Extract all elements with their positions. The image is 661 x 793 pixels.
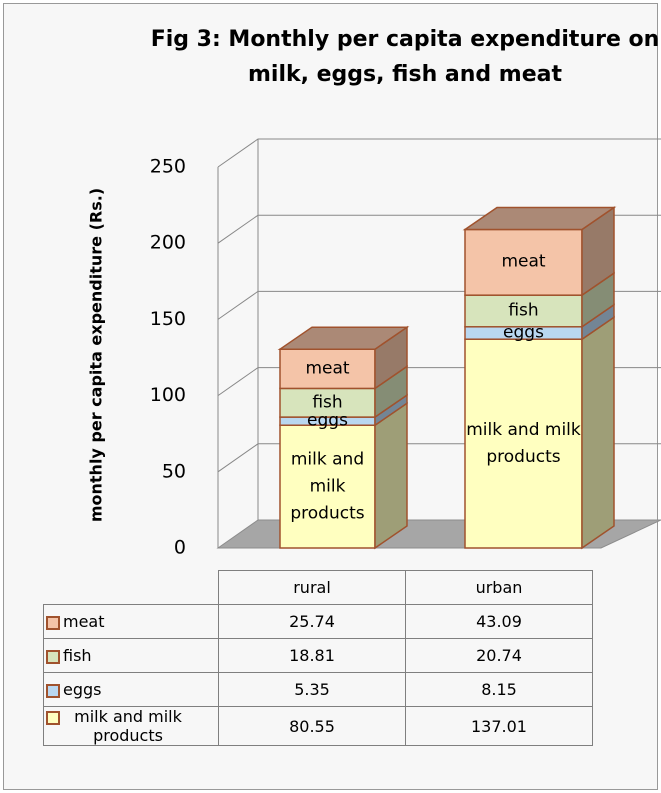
legend-label: meat (63, 612, 105, 631)
category-label: urban (405, 570, 593, 605)
legend-entry: milk and milk products (43, 706, 219, 746)
bar-front (464, 294, 583, 328)
table-value: 25.74 (218, 604, 406, 639)
bar-front (464, 338, 583, 549)
category-label: rural (218, 570, 406, 605)
bar-top (277, 326, 410, 350)
y-tick-label: 250 (150, 156, 186, 178)
table-row: fish 18.81 20.74 (43, 638, 593, 673)
y-tick-label: 100 (150, 384, 186, 406)
legend-swatch (46, 615, 60, 630)
table-value: 5.35 (218, 672, 406, 707)
y-tick-label: 150 (150, 308, 186, 330)
segment-label: fish (312, 392, 343, 413)
y-tick-label: 50 (162, 460, 186, 482)
table-value: 18.81 (218, 638, 406, 673)
bar-segment (279, 364, 408, 419)
bar-segment (277, 325, 410, 390)
legend-label: milk and milk products (74, 707, 182, 745)
table-row: eggs 5.35 8.15 (43, 672, 593, 707)
bar-segment (464, 303, 615, 341)
grid-line (217, 138, 661, 168)
segment-label: eggs (307, 410, 348, 431)
segment-label: meat (305, 358, 350, 379)
table-value: 137.01 (405, 706, 593, 746)
legend-label: fish (63, 646, 92, 665)
legend-swatch (46, 649, 60, 664)
bar-top (462, 206, 617, 231)
segment-label: fish (508, 300, 539, 321)
segment-label: milk and milk products (290, 449, 365, 524)
y-tick-label: 0 (174, 537, 186, 559)
segment-label: eggs (503, 322, 544, 343)
legend-label: eggs (63, 680, 102, 699)
segment-label: milk and milk products (466, 419, 581, 467)
legend-entry: eggs (43, 672, 219, 707)
table-header: rural urban (44, 570, 593, 605)
table-value: 20.74 (405, 638, 593, 673)
table-corner (44, 571, 219, 605)
table-row: milk and milk products 80.55 137.01 (43, 706, 593, 746)
legend-swatch (46, 710, 60, 725)
table-row: meat 25.74 43.09 (43, 604, 593, 639)
data-table: rural urban meat 25.74 43.09 fish 18.81 20.74 eg… (43, 570, 593, 746)
y-axis-label: monthly per capita expenditure (Rs.) (87, 188, 106, 522)
bar-side (374, 401, 408, 550)
chart-title: Fig 3: Monthly per capita expenditure on… (150, 27, 660, 87)
bar-front (464, 228, 583, 296)
table-value: 8.15 (405, 672, 593, 707)
y-tick-label: 200 (150, 232, 186, 254)
table-value: 43.09 (405, 604, 593, 639)
bar-segment (464, 315, 615, 550)
legend-entry: fish (43, 638, 219, 673)
bar-segment (464, 271, 615, 329)
segment-label: meat (501, 251, 546, 272)
bar-side (581, 315, 615, 550)
legend-entry: meat (43, 604, 219, 639)
bar-front (279, 387, 376, 418)
legend-swatch (46, 683, 60, 698)
bar-segment (462, 206, 617, 297)
bar-segment (279, 401, 408, 550)
table-value: 80.55 (218, 706, 406, 746)
